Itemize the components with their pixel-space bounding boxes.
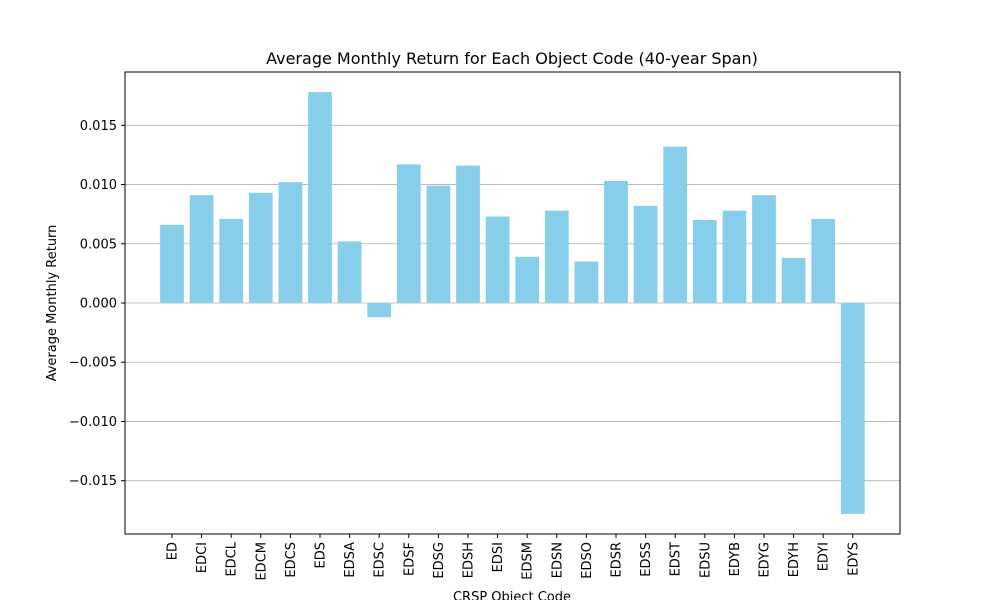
y-tick-label: 0.015 bbox=[80, 119, 117, 134]
bar-edsi bbox=[485, 216, 510, 303]
x-tick-label: EDSI bbox=[491, 542, 506, 572]
bar-edys bbox=[840, 303, 865, 514]
bar-edsn bbox=[544, 210, 569, 303]
y-tick-label: 0.010 bbox=[80, 178, 117, 193]
x-tick-label: EDSA bbox=[343, 542, 358, 578]
x-tick-label: EDYI bbox=[817, 542, 832, 571]
x-tick-label: EDSH bbox=[462, 542, 477, 578]
x-tick-label: EDSF bbox=[402, 542, 417, 576]
bar-edsf bbox=[396, 164, 421, 303]
bar-edsg bbox=[426, 185, 451, 303]
bar-edss bbox=[633, 205, 658, 303]
bar-edyg bbox=[752, 195, 776, 303]
bar-eds bbox=[308, 92, 332, 303]
chart-title: Average Monthly Return for Each Object C… bbox=[266, 49, 758, 68]
x-tick-label: EDST bbox=[669, 542, 684, 576]
x-tick-label: EDYG bbox=[758, 542, 773, 578]
bar-edyi bbox=[811, 218, 836, 303]
x-tick-label: EDCI bbox=[195, 542, 210, 573]
x-axis-ticks: ED EDCI EDCL EDCM EDCS EDS EDSA EDSC EDSF EDSG EDS… bbox=[166, 534, 861, 581]
bars bbox=[160, 92, 865, 514]
x-tick-label: EDSS bbox=[639, 542, 654, 577]
y-tick-label: 0.000 bbox=[80, 297, 117, 312]
bar-edsr bbox=[604, 180, 628, 303]
x-tick-label: EDCM bbox=[254, 542, 269, 581]
bar-edsu bbox=[692, 220, 717, 303]
bar-edyh bbox=[781, 257, 806, 303]
bar-edso bbox=[574, 261, 599, 303]
x-tick-label: EDCL bbox=[225, 541, 240, 576]
x-tick-label: EDYS bbox=[846, 542, 861, 576]
x-tick-label: EDYB bbox=[728, 542, 743, 576]
bar-edci bbox=[189, 195, 214, 303]
x-tick-label: EDSN bbox=[550, 542, 565, 578]
bar-ed bbox=[160, 224, 184, 303]
y-axis-label: Average Monthly Return bbox=[45, 225, 60, 382]
bar-edsa bbox=[337, 241, 362, 303]
x-axis-label: CRSP Object Code bbox=[453, 590, 571, 600]
y-tick-label: −0.005 bbox=[69, 356, 117, 371]
x-tick-label: EDYH bbox=[787, 542, 802, 577]
x-tick-label: EDCS bbox=[284, 542, 299, 578]
bar-edsm bbox=[515, 256, 540, 303]
x-tick-label: EDSU bbox=[698, 542, 713, 578]
x-tick-label: EDSO bbox=[580, 542, 595, 579]
y-tick-label: −0.010 bbox=[69, 415, 117, 430]
y-tick-label: 0.005 bbox=[80, 237, 117, 252]
x-tick-label: EDS bbox=[314, 542, 329, 568]
x-tick-label: EDSG bbox=[432, 542, 447, 579]
bar-edcs bbox=[278, 182, 303, 303]
bar-edsc bbox=[367, 303, 392, 318]
x-tick-label: EDSC bbox=[373, 542, 388, 578]
x-tick-label: ED bbox=[166, 542, 181, 560]
bar-edcl bbox=[219, 218, 244, 303]
y-tick-label: −0.015 bbox=[69, 474, 117, 489]
y-axis-ticks: −0.015 −0.010 −0.005 0.000 0.005 0.010 0.015 bbox=[69, 119, 125, 489]
bar-edsh bbox=[456, 165, 480, 303]
x-tick-label: EDSM bbox=[521, 542, 536, 580]
bar-edyb bbox=[722, 210, 747, 303]
x-tick-label: EDSR bbox=[610, 542, 625, 578]
bar-edcm bbox=[248, 192, 273, 303]
bar-edst bbox=[663, 146, 688, 303]
